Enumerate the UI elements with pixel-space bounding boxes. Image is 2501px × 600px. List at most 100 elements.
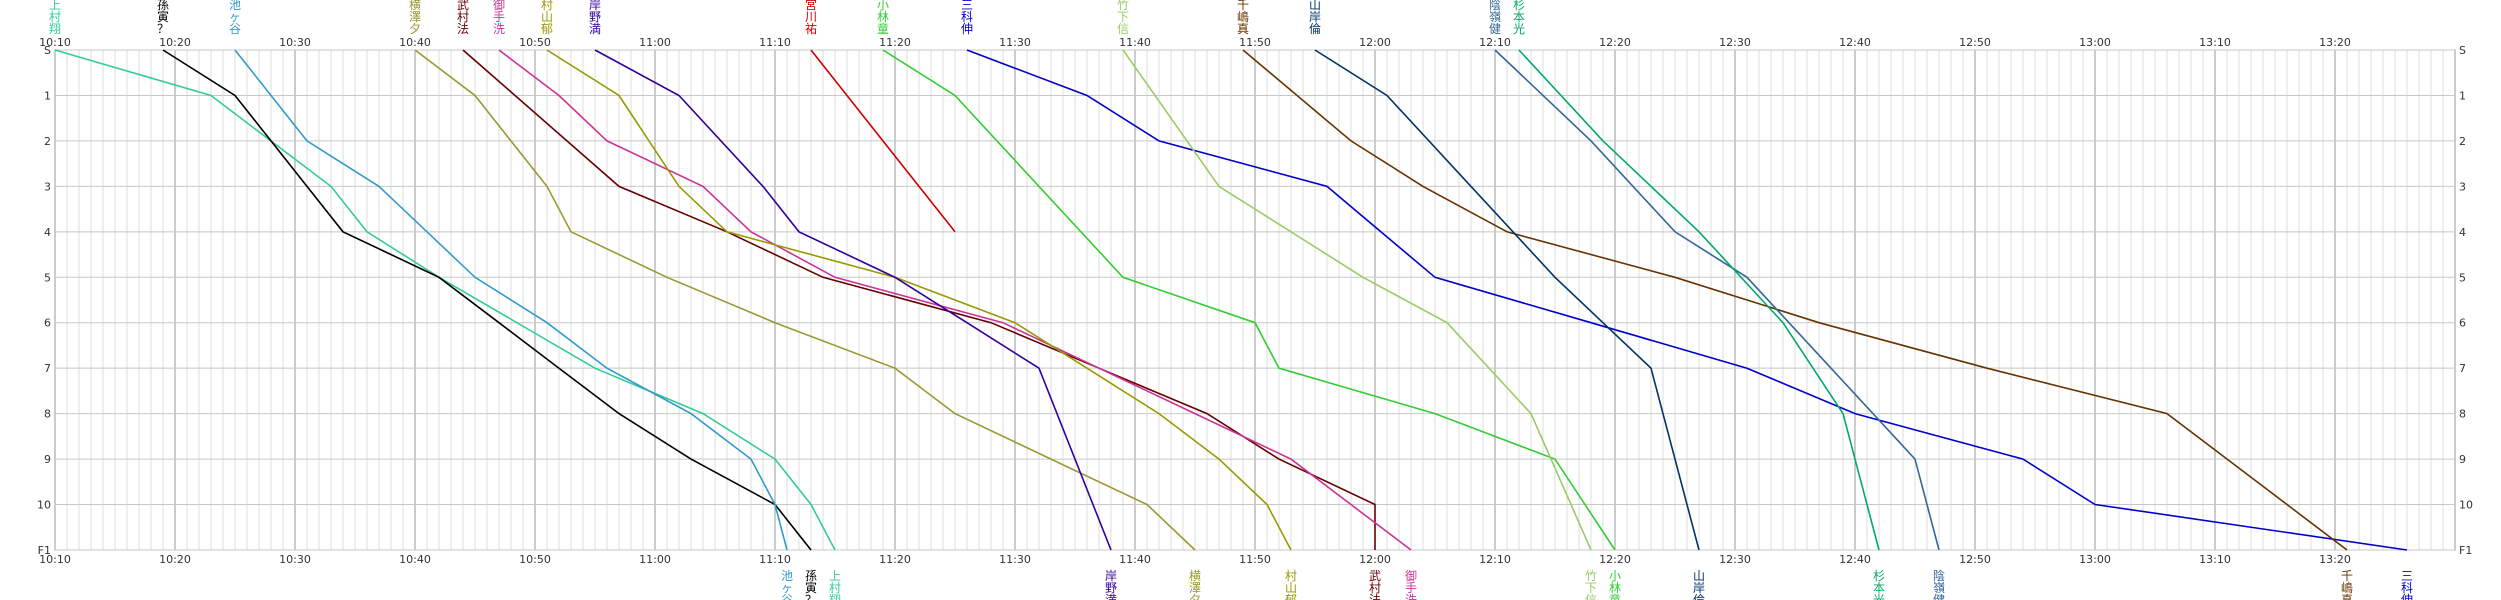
runner-name-bottom: 千 <box>2341 569 2353 583</box>
runner-name-top: 野 <box>589 10 601 24</box>
runner-names: 上村翔上村翔孫寅？孫寅？池ヶ谷池ヶ谷横澤夕横澤夕武村法武村法御手洗御手洗村山郁村… <box>49 0 2413 600</box>
runner-name-top: 満 <box>589 22 601 36</box>
runner-name-bottom: 御 <box>1405 568 1417 583</box>
tick-label-top: 12:20 <box>1599 36 1631 49</box>
runner-name-bottom: 嶋 <box>2341 581 2353 595</box>
tick-label-bottom: 10:30 <box>279 553 311 566</box>
tick-label-bottom: 10:10 <box>39 553 71 566</box>
station-label-right: S <box>2459 44 2466 57</box>
runner-name-bottom: 山 <box>1285 581 1297 595</box>
tick-label-bottom: 10:50 <box>519 553 551 566</box>
runner-name-top: 法 <box>457 22 469 36</box>
runner-name-top: 童 <box>877 21 889 36</box>
grid <box>54 49 2456 551</box>
runner-name-bottom: 山 <box>1693 569 1705 583</box>
runner-name-top: 三 <box>961 0 973 12</box>
tick-label-top: 13:10 <box>2199 36 2231 49</box>
station-label-left: 6 <box>44 317 51 330</box>
runner-name-bottom: 武 <box>1369 569 1381 583</box>
runner-name-bottom: ？ <box>805 593 817 600</box>
tick-label-bottom: 12:20 <box>1599 553 1631 566</box>
tick-label-top: 12:40 <box>1839 36 1871 49</box>
runner-name-top: 横 <box>409 0 421 12</box>
tick-label-top: 12:10 <box>1479 36 1511 49</box>
runner-name-top: 信 <box>1117 22 1129 36</box>
runner-name-bottom: 翔 <box>829 593 841 600</box>
tick-label-bottom: 13:10 <box>2199 553 2231 566</box>
series-line <box>162 49 812 551</box>
runner-name-bottom: 陰 <box>1933 569 1945 583</box>
runner-name-bottom: 林 <box>1609 581 1621 595</box>
runner-name-bottom: 科 <box>2401 581 2413 595</box>
runner-name-top: 杉 <box>1513 0 1525 12</box>
station-label-left: 10 <box>37 499 51 512</box>
runner-name-top: 夕 <box>409 22 421 36</box>
tick-label-bottom: 12:00 <box>1359 553 1391 566</box>
station-label-right: 2 <box>2459 135 2466 148</box>
tick-label-bottom: 11:20 <box>879 553 911 566</box>
runner-name-top: ？ <box>157 22 169 36</box>
station-label-right: 10 <box>2459 499 2473 512</box>
station-labels: S S 1 1 2 2 3 3 4 4 5 5 6 6 7 7 8 8 9 9 10 10 F1 F1 <box>37 44 2473 557</box>
runner-name-top: 小 <box>877 0 889 12</box>
runner-name-bottom: 池 <box>781 569 793 583</box>
station-label-right: 6 <box>2459 317 2466 330</box>
station-label-left: 5 <box>44 271 51 284</box>
runner-name-bottom: 孫 <box>805 569 817 583</box>
series-line <box>1314 49 1700 551</box>
runner-name-bottom: 本 <box>1873 581 1885 595</box>
tick-label-top: 12:50 <box>1959 36 1991 49</box>
runner-name-top: 川 <box>805 10 817 24</box>
tick-label-bottom: 12:40 <box>1839 553 1871 566</box>
runner-name-bottom: 嶺 <box>1933 581 1945 595</box>
station-label-left: 7 <box>44 362 51 375</box>
runner-name-bottom: 信 <box>1585 593 1597 600</box>
tick-label-bottom: 10:20 <box>159 553 191 566</box>
runner-name-top: 孫 <box>157 0 169 12</box>
station-label-right: 7 <box>2459 362 2466 375</box>
runner-name-top: 宮 <box>805 0 817 12</box>
runner-name-top: 下 <box>1117 10 1129 24</box>
tick-label-top: 12:30 <box>1719 36 1751 49</box>
station-label-left: S <box>44 44 51 57</box>
runner-name-top: 岸 <box>1309 10 1321 24</box>
runner-name-top: 山 <box>1309 0 1321 12</box>
runner-name-bottom: 澤 <box>1189 581 1201 595</box>
runner-name-top: 村 <box>541 0 553 12</box>
runner-name-bottom: 夕 <box>1189 593 1201 600</box>
runner-name-top: 嶋 <box>1237 10 1249 24</box>
tick-label-bottom: 13:20 <box>2319 553 2351 566</box>
runner-name-bottom: 洗 <box>1405 593 1417 600</box>
tick-label-bottom: 11:50 <box>1239 553 1271 566</box>
runner-name-bottom: 杉 <box>1873 569 1885 583</box>
series-line <box>234 49 788 551</box>
runner-name-top: 寅 <box>157 9 169 24</box>
runner-name-bottom: 倫 <box>1693 593 1705 600</box>
station-label-right: F1 <box>2459 544 2472 557</box>
tick-label-top: 10:10 <box>39 36 71 49</box>
tick-label-bottom: 12:10 <box>1479 553 1511 566</box>
runner-name-bottom: 手 <box>1405 581 1417 595</box>
runner-name-top: 陰 <box>1489 0 1501 12</box>
runner-name-top: 谷 <box>229 22 241 36</box>
runner-name-bottom: 村 <box>829 581 841 595</box>
station-label-right: 4 <box>2459 226 2466 239</box>
runner-name-top: 祐 <box>805 22 817 36</box>
runner-name-bottom: 法 <box>1369 593 1381 600</box>
series-line <box>594 49 1112 551</box>
runner-name-top: 林 <box>877 10 889 24</box>
series-lines <box>54 49 2408 551</box>
station-label-right: 1 <box>2459 89 2466 102</box>
tick-label-top: 11:00 <box>639 36 671 49</box>
station-label-left: 9 <box>44 453 51 466</box>
tick-label-top: 10:40 <box>399 36 431 49</box>
runner-name-bottom: 小 <box>1609 569 1621 583</box>
station-label-left: 2 <box>44 135 51 148</box>
runner-name-top: 伸 <box>961 22 973 36</box>
tick-label-top: 11:50 <box>1239 36 1271 49</box>
runner-name-bottom: 童 <box>1609 592 1621 600</box>
runner-name-bottom: 谷 <box>781 593 793 600</box>
runner-name-bottom: 岸 <box>1105 569 1117 583</box>
runner-name-bottom: 野 <box>1105 581 1117 595</box>
